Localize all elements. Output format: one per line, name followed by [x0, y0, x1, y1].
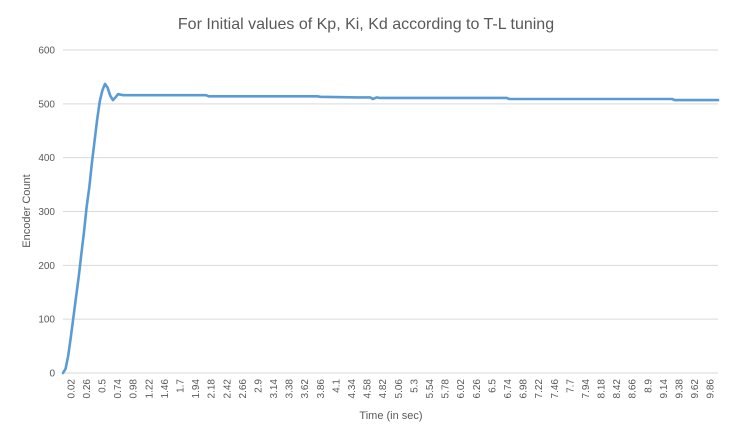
x-tick-label: 0.74	[113, 379, 124, 399]
x-tick-label: 1.94	[191, 379, 202, 399]
y-tick-label: 200	[38, 261, 55, 272]
x-tick-label: 1.22	[144, 379, 155, 399]
series-layer	[61, 82, 720, 375]
x-tick-label: 5.06	[394, 379, 405, 399]
x-tick-label: 4.82	[378, 379, 389, 399]
x-tick-label: 2.42	[222, 379, 233, 399]
x-tick-label: 7.22	[534, 379, 545, 399]
x-tick-label: 1.7	[175, 379, 186, 393]
x-tick-label: 9.14	[659, 379, 670, 399]
x-tick-label: 5.78	[441, 379, 452, 399]
y-tick-label: 400	[38, 153, 55, 164]
x-tick-label: 6.74	[503, 379, 514, 399]
x-tick-label: 1.46	[160, 379, 171, 399]
x-tick-label: 2.66	[238, 379, 249, 399]
x-tick-label: 0.02	[66, 379, 77, 399]
x-tick-label: 2.18	[207, 379, 218, 399]
x-axis-ticks: 0.02 0.26 0.5 0.74 0.98 1.22 1.46 1.7 1.94 2.18 2.…	[66, 379, 716, 399]
x-tick-label: 3.38	[285, 379, 296, 399]
x-tick-label: 4.34	[347, 379, 358, 399]
x-tick-label: 6.5	[487, 379, 498, 393]
y-tick-label: 500	[38, 99, 55, 110]
x-tick-label: 9.86	[706, 379, 717, 399]
x-tick-label: 3.86	[316, 379, 327, 399]
y-tick-label: 100	[38, 315, 55, 326]
chart-title: For Initial values of Kp, Ki, Kd accordi…	[178, 16, 554, 33]
y-tick-label: 0	[49, 369, 55, 380]
x-tick-label: 6.02	[456, 379, 467, 399]
x-tick-label: 0.5	[97, 379, 108, 393]
x-tick-label: 7.7	[565, 379, 576, 393]
x-tick-label: 8.9	[643, 379, 654, 393]
x-tick-label: 5.54	[425, 379, 436, 399]
x-tick-label: 9.38	[675, 379, 686, 399]
x-tick-label: 3.14	[269, 379, 280, 399]
y-tick-label: 600	[38, 46, 55, 57]
x-tick-label: 0.98	[129, 379, 140, 399]
x-tick-label: 4.1	[331, 379, 342, 393]
x-tick-label: 6.98	[519, 379, 530, 399]
x-tick-label: 0.26	[82, 379, 93, 399]
x-tick-label: 8.18	[597, 379, 608, 399]
gridlines	[63, 49, 718, 374]
x-tick-label: 7.46	[550, 379, 561, 399]
x-tick-label: 8.66	[628, 379, 639, 399]
x-tick-label: 9.62	[690, 379, 701, 399]
x-tick-label: 4.58	[363, 379, 374, 399]
x-tick-label: 3.62	[300, 379, 311, 399]
y-axis-label: Encoder Count	[21, 174, 33, 247]
x-tick-label: 7.94	[581, 379, 592, 399]
series-line-0	[61, 82, 720, 375]
x-tick-label: 8.42	[612, 379, 623, 399]
x-tick-label: 2.9	[253, 379, 264, 393]
x-tick-label: 5.3	[409, 379, 420, 393]
x-tick-label: 6.26	[472, 379, 483, 399]
x-axis-label: Time (in sec)	[359, 410, 422, 422]
y-tick-label: 300	[38, 207, 55, 218]
y-axis-ticks: 0 100 200 300 400 500 600	[38, 46, 55, 380]
